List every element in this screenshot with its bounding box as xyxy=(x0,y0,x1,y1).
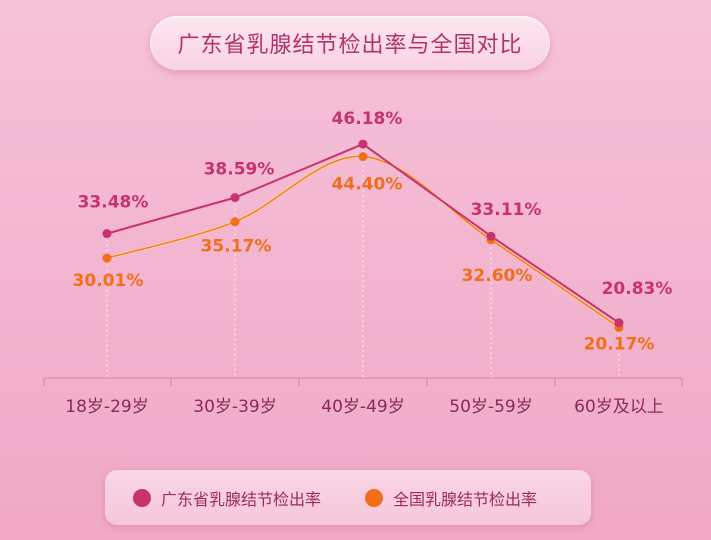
data-label-national-4: 20.17% xyxy=(584,334,655,354)
x-tick-label-0: 18岁-29岁 xyxy=(65,397,148,417)
data-label-guangdong-4: 20.83% xyxy=(602,279,673,299)
point-guangdong-2 xyxy=(358,139,368,149)
data-label-national-2: 44.40% xyxy=(332,175,403,195)
point-national-2 xyxy=(358,152,368,162)
line-chart: 18岁-29岁 30岁-39岁 40岁-49岁 50岁-59岁 60岁及以上 33.48%… xyxy=(43,109,683,417)
point-guangdong-1 xyxy=(230,193,240,203)
legend: 广东省乳腺结节检出率 全国乳腺结节检出率 xyxy=(105,470,591,525)
data-label-guangdong-3: 33.11% xyxy=(471,200,542,220)
data-label-guangdong-0: 33.48% xyxy=(78,193,149,213)
data-label-guangdong-1: 38.59% xyxy=(204,160,275,180)
x-tick-label-4: 60岁及以上 xyxy=(574,397,664,417)
point-guangdong-0 xyxy=(102,229,112,239)
chart-title-pill: 广东省乳腺结节检出率与全国对比 xyxy=(150,16,550,70)
legend-label-guangdong: 广东省乳腺结节检出率 xyxy=(161,490,322,509)
x-tick-label-1: 30岁-39岁 xyxy=(193,397,276,417)
point-guangdong-4 xyxy=(614,318,624,328)
legend-label-national: 全国乳腺结节检出率 xyxy=(393,490,538,509)
data-label-national-1: 35.17% xyxy=(201,237,272,257)
point-national-1 xyxy=(230,217,240,227)
chart-title: 广东省乳腺结节检出率与全国对比 xyxy=(177,33,523,58)
data-label-guangdong-2: 46.18% xyxy=(332,109,403,129)
x-tick-label-3: 50岁-59岁 xyxy=(449,397,532,417)
point-national-0 xyxy=(102,253,112,263)
legend-item-national: 全国乳腺结节检出率 xyxy=(365,486,537,510)
data-label-national-0: 30.01% xyxy=(73,271,144,291)
legend-marker-national xyxy=(365,489,383,507)
x-tick-label-2: 40岁-49岁 xyxy=(321,397,404,417)
data-label-national-3: 32.60% xyxy=(462,266,533,286)
point-guangdong-3 xyxy=(486,231,496,241)
legend-marker-guangdong xyxy=(133,489,151,507)
legend-item-guangdong: 广东省乳腺结节检出率 xyxy=(133,486,321,510)
